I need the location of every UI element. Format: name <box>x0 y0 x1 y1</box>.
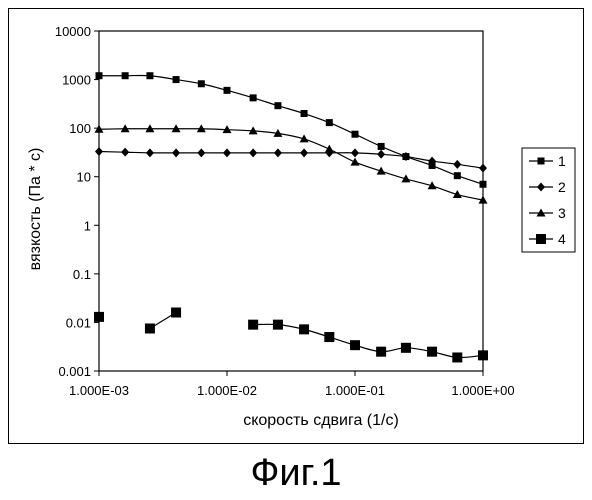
series-2-point <box>453 160 461 169</box>
x-tick-label: 1.000E-02 <box>197 383 257 398</box>
series-2-point <box>479 164 487 173</box>
series-1-point <box>480 181 487 188</box>
series-1-point <box>378 143 385 150</box>
x-axis-label: скорость сдвига (1/с) <box>243 412 399 429</box>
y-tick-label: 10000 <box>55 24 91 39</box>
y-tick-label: 0.001 <box>58 364 91 379</box>
series-4-point <box>299 324 309 334</box>
series-3-point <box>325 145 334 153</box>
x-tick-label: 1.000E-01 <box>325 383 385 398</box>
series-4-point <box>273 320 283 330</box>
legend: 1 2 3 4 <box>522 148 575 252</box>
y-tick-label: 10 <box>77 170 91 185</box>
series-4-point <box>145 323 155 333</box>
series-1-point <box>352 131 359 138</box>
series-2-point <box>197 148 205 157</box>
x-tick-label: 1.000E+00 <box>451 383 514 398</box>
series-3-point <box>351 158 360 166</box>
series-4-point <box>427 347 437 357</box>
series-4-point <box>94 312 104 322</box>
y-axis-label: вязкость (Па * с) <box>27 148 44 271</box>
series-2-point <box>300 148 308 157</box>
series-2 <box>95 147 487 173</box>
legend-label: 1 <box>558 153 566 169</box>
series-4-point <box>401 343 411 353</box>
series-4-point <box>350 340 360 350</box>
series-2-point <box>172 148 180 157</box>
series-1-point <box>198 80 205 87</box>
legend-marker <box>538 158 545 165</box>
axes: 0.001 0.01 0.1 1 10 100 1000 10000 1.000E-03 1.00… <box>55 24 515 398</box>
legend-label: 3 <box>558 205 566 221</box>
series-2-point <box>377 150 385 159</box>
series-1-point <box>274 102 281 109</box>
series-1-line <box>99 75 483 184</box>
series-1-point <box>173 76 180 83</box>
series-1-point <box>224 87 231 94</box>
series-2-point <box>223 148 231 157</box>
series-1 <box>96 72 487 188</box>
legend-box <box>522 148 575 252</box>
series-4-point <box>452 352 462 362</box>
series-1-point <box>122 72 129 79</box>
legend-marker <box>536 234 546 244</box>
series-4-point <box>324 332 334 342</box>
series-4-line <box>253 324 483 357</box>
x-tick-label: 1.000E-03 <box>69 383 129 398</box>
series-4-point <box>376 347 386 357</box>
series-layer <box>94 72 488 362</box>
series-2-point <box>351 148 359 157</box>
y-tick-label: 0.1 <box>73 267 91 282</box>
series-2-point <box>146 148 154 157</box>
legend-label: 4 <box>558 231 566 247</box>
series-1-point <box>301 110 308 117</box>
series-4 <box>94 308 488 363</box>
figure-caption: Фиг.1 <box>0 452 592 495</box>
series-1-point <box>96 72 103 79</box>
series-2-point <box>121 148 129 157</box>
series-2-point <box>249 148 257 157</box>
legend-label: 2 <box>558 179 566 195</box>
series-1-point <box>250 94 257 101</box>
series-2-point <box>95 147 103 156</box>
series-3-line <box>99 129 483 200</box>
y-tick-label: 0.01 <box>66 315 91 330</box>
series-4-point <box>478 350 488 360</box>
y-tick-label: 1000 <box>62 73 91 88</box>
series-2-line <box>99 152 483 169</box>
y-tick-label: 1 <box>84 218 91 233</box>
series-1-point <box>326 119 333 126</box>
series-1-point <box>146 72 153 79</box>
plot-area <box>99 31 483 371</box>
series-4-point <box>248 320 258 330</box>
series-4-point <box>171 308 181 318</box>
series-1-point <box>454 172 461 179</box>
y-tick-label: 100 <box>69 121 91 136</box>
series-2-point <box>274 148 282 157</box>
